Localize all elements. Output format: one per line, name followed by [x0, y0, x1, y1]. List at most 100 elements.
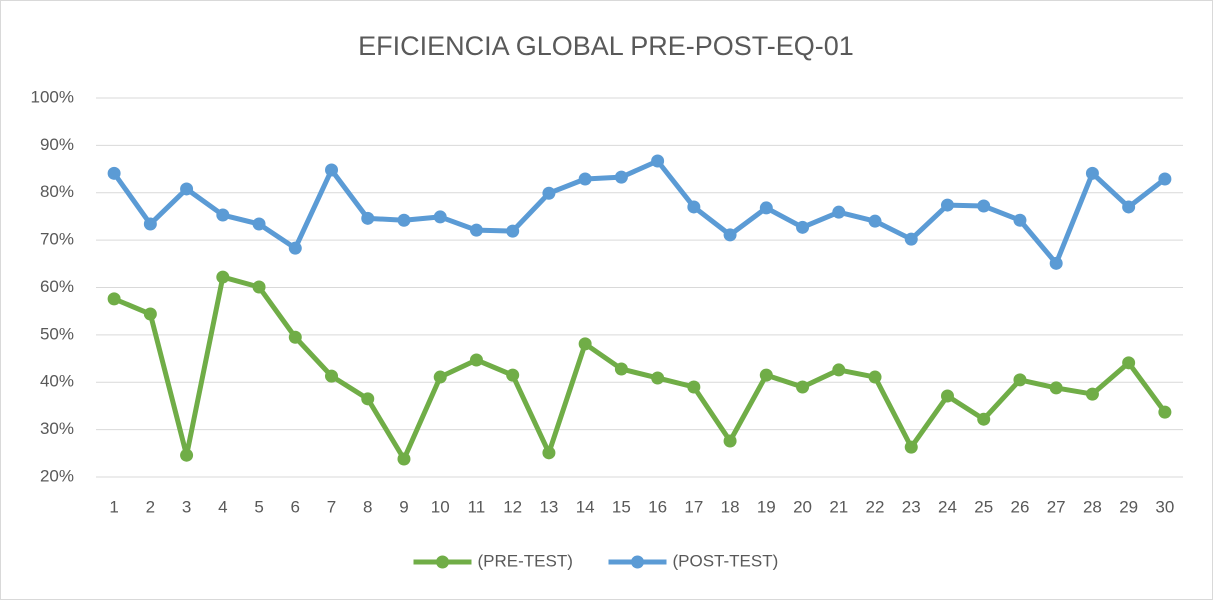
x-tick-label: 6 [291, 497, 300, 516]
y-tick-label: 70% [40, 230, 74, 249]
data-point [759, 201, 773, 215]
y-tick-label: 30% [40, 419, 74, 438]
y-tick-label: 50% [40, 324, 74, 343]
data-point [1158, 172, 1172, 186]
data-point [1049, 381, 1063, 395]
data-point [904, 440, 918, 454]
data-point [397, 452, 411, 466]
x-tick-label: 1 [109, 497, 118, 516]
data-point [325, 369, 339, 383]
data-point [433, 370, 447, 384]
x-tick-label: 8 [363, 497, 372, 516]
data-point [723, 434, 737, 448]
x-tick-label: 12 [503, 497, 522, 516]
data-point [506, 224, 520, 238]
data-point [288, 241, 302, 255]
data-point [578, 337, 592, 351]
data-point [107, 166, 121, 180]
x-tick-label: 23 [902, 497, 921, 516]
x-tick-label: 18 [721, 497, 740, 516]
data-point [397, 213, 411, 227]
data-point [687, 380, 701, 394]
legend-marker [436, 555, 449, 569]
data-point [1013, 213, 1027, 227]
data-point [143, 217, 157, 231]
data-point [542, 446, 556, 460]
y-tick-label: 60% [40, 277, 74, 296]
x-tick-label: 19 [757, 497, 776, 516]
x-tick-label: 28 [1083, 497, 1102, 516]
x-tick-label: 2 [146, 497, 155, 516]
data-point [578, 172, 592, 186]
data-point [832, 205, 846, 219]
x-tick-label: 11 [468, 497, 486, 516]
x-tick-label: 26 [1010, 497, 1029, 516]
data-point [143, 307, 157, 321]
data-point [796, 380, 810, 394]
x-tick-label: 16 [648, 497, 667, 516]
x-tick-label: 3 [182, 497, 191, 516]
y-tick-label: 100% [31, 87, 74, 106]
data-point [1013, 373, 1027, 387]
data-point [977, 412, 991, 426]
y-tick-label: 90% [40, 135, 74, 154]
x-tick-label: 21 [829, 497, 848, 516]
y-tick-label: 40% [40, 372, 74, 391]
data-point [252, 280, 266, 294]
data-point [1085, 387, 1099, 401]
data-point [216, 270, 230, 284]
data-point [614, 362, 628, 376]
legend-label: (PRE-TEST) [478, 551, 573, 570]
x-tick-label: 17 [684, 497, 703, 516]
x-tick-label: 15 [612, 497, 631, 516]
data-point [868, 214, 882, 228]
x-tick-label: 9 [399, 497, 408, 516]
series-line [113, 274, 1167, 462]
data-point [723, 228, 737, 242]
x-tick-label: 24 [938, 497, 957, 516]
data-point [1122, 356, 1136, 370]
x-tick-label: 13 [539, 497, 558, 516]
x-tick-label: 14 [576, 497, 595, 516]
legend-label: (POST-TEST) [673, 551, 779, 570]
data-point [940, 389, 954, 403]
x-tick-label: 7 [327, 497, 336, 516]
data-point [651, 371, 665, 385]
data-point [252, 217, 266, 231]
data-point [433, 210, 447, 224]
data-point [1049, 256, 1063, 270]
chart-title: EFICIENCIA GLOBAL PRE-POST-EQ-01 [358, 31, 854, 61]
data-point [180, 448, 194, 462]
data-point [832, 363, 846, 377]
data-point [216, 208, 230, 222]
x-tick-label: 30 [1155, 497, 1174, 516]
data-point [1122, 200, 1136, 214]
legend-marker [631, 555, 644, 569]
y-tick-label: 80% [40, 182, 74, 201]
x-tick-label: 29 [1119, 497, 1138, 516]
data-point [469, 353, 483, 367]
y-tick-label: 20% [40, 466, 74, 485]
x-tick-label: 10 [431, 497, 450, 516]
x-tick-label: 25 [974, 497, 993, 516]
data-point [107, 292, 121, 306]
x-tick-label: 4 [218, 497, 227, 516]
data-point [361, 392, 375, 406]
data-point [325, 163, 339, 177]
data-point [904, 232, 918, 246]
data-point [651, 154, 665, 168]
data-point [180, 182, 194, 196]
data-point [1085, 166, 1099, 180]
data-point [940, 198, 954, 212]
data-point [1158, 405, 1172, 419]
data-point [542, 186, 556, 200]
data-point [796, 220, 810, 234]
x-tick-label: 27 [1047, 497, 1066, 516]
x-tick-label: 20 [793, 497, 812, 516]
data-point [687, 200, 701, 214]
data-point [288, 330, 302, 344]
data-point [614, 170, 628, 184]
data-point [361, 211, 375, 225]
